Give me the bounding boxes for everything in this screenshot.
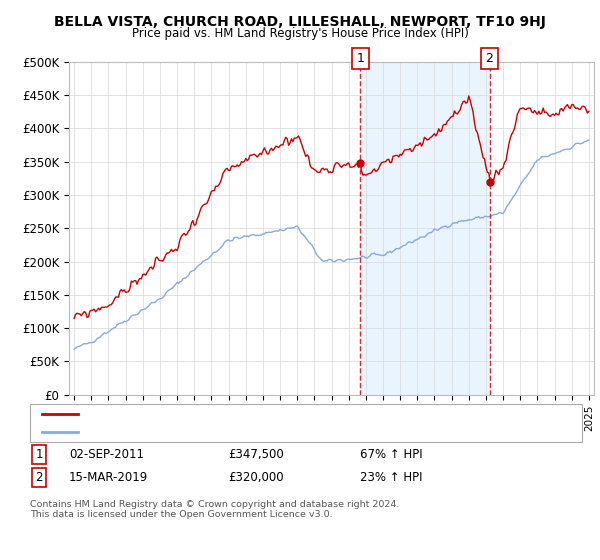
- Text: £347,500: £347,500: [228, 448, 284, 461]
- Text: HPI: Average price, detached house, Telford and Wrekin: HPI: Average price, detached house, Telf…: [87, 427, 377, 437]
- Text: 23% ↑ HPI: 23% ↑ HPI: [360, 470, 422, 484]
- Text: 67% ↑ HPI: 67% ↑ HPI: [360, 448, 422, 461]
- Text: £320,000: £320,000: [228, 470, 284, 484]
- Text: BELLA VISTA, CHURCH ROAD, LILLESHALL, NEWPORT, TF10 9HJ: BELLA VISTA, CHURCH ROAD, LILLESHALL, NE…: [54, 15, 546, 29]
- Text: 1: 1: [356, 52, 364, 66]
- Text: BELLA VISTA, CHURCH ROAD, LILLESHALL, NEWPORT, TF10 9HJ (detached house): BELLA VISTA, CHURCH ROAD, LILLESHALL, NE…: [87, 409, 509, 419]
- Text: Price paid vs. HM Land Registry's House Price Index (HPI): Price paid vs. HM Land Registry's House …: [131, 27, 469, 40]
- Text: 2: 2: [485, 52, 493, 66]
- Text: Contains HM Land Registry data © Crown copyright and database right 2024.
This d: Contains HM Land Registry data © Crown c…: [30, 500, 400, 519]
- Text: 02-SEP-2011: 02-SEP-2011: [69, 448, 144, 461]
- Bar: [360, 62, 490, 395]
- Text: 2: 2: [35, 470, 43, 484]
- Text: 15-MAR-2019: 15-MAR-2019: [69, 470, 148, 484]
- Text: 1: 1: [35, 448, 43, 461]
